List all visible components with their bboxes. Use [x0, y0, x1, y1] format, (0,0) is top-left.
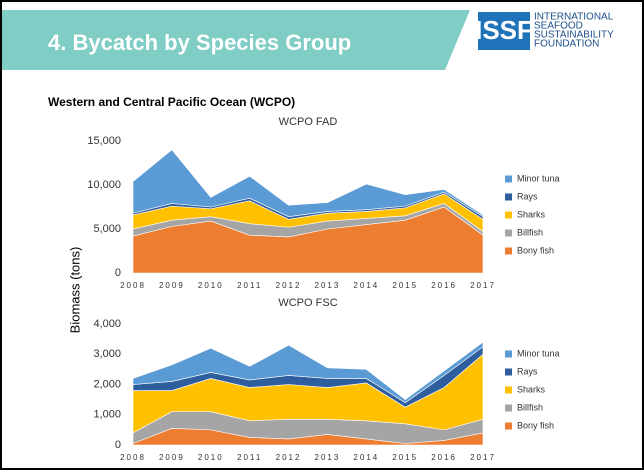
x-tick-label: 2013 [315, 453, 341, 462]
x-tick-label: 2010 [198, 281, 224, 290]
legend-swatch [505, 175, 512, 183]
x-tick-label: 2011 [237, 281, 262, 290]
legend-label: Bony fish [517, 245, 554, 255]
logo-line: FOUNDATION [534, 39, 599, 50]
logo-mark: ISSF [475, 15, 533, 45]
y-tick-label: 0 [115, 439, 121, 451]
legend-swatch [505, 247, 512, 255]
x-tick-label: 2011 [237, 453, 262, 462]
x-tick-label: 2010 [198, 453, 224, 462]
y-tick-label: 5,000 [93, 223, 121, 235]
subtitle: Western and Central Pacific Ocean (WCPO) [48, 95, 295, 109]
logo-line: SEAFOOD [534, 21, 583, 32]
logo-line: INTERNATIONAL [534, 12, 614, 23]
x-tick-label: 2016 [431, 453, 457, 462]
legend-label: Bony fish [517, 420, 554, 430]
header-band [2, 10, 470, 70]
x-tick-label: 2013 [315, 281, 341, 290]
x-tick-label: 2016 [431, 281, 457, 290]
y-tick-label: 15,000 [87, 135, 121, 147]
x-tick-label: 2014 [353, 281, 379, 290]
chart-title: WCPO FAD [279, 116, 338, 128]
logo-line: SUSTAINABILITY [534, 30, 614, 41]
chart-title: WCPO FSC [278, 297, 337, 309]
legend-swatch [505, 368, 512, 376]
area [132, 149, 484, 218]
x-tick-label: 2017 [470, 453, 496, 462]
y-tick-label: 2,000 [93, 378, 121, 390]
logo-box [478, 12, 530, 50]
x-tick-label: 2015 [392, 281, 418, 290]
y-tick-label: 4,000 [93, 318, 121, 330]
x-tick-label: 2017 [470, 281, 496, 290]
x-tick-label: 2008 [120, 281, 146, 290]
x-tick-label: 2012 [276, 453, 302, 462]
y-tick-label: 10,000 [87, 179, 121, 191]
legend-swatch [505, 350, 512, 358]
legend-swatch [505, 193, 512, 201]
x-tick-label: 2009 [159, 453, 185, 462]
legend-label: Billfish [517, 227, 543, 237]
x-tick-label: 2009 [159, 281, 185, 290]
legend-swatch [505, 229, 512, 237]
x-tick-label: 2008 [120, 453, 146, 462]
y-axis-label: Biomass (tons) [67, 247, 82, 334]
legend-label: Minor tuna [517, 173, 560, 183]
y-tick-label: 1,000 [93, 409, 121, 421]
legend-swatch [505, 211, 512, 219]
area [132, 341, 484, 404]
slide-title: 4. Bycatch by Species Group [48, 30, 351, 55]
legend-swatch [505, 404, 512, 412]
legend-label: Sharks [517, 384, 546, 394]
legend-label: Rays [517, 191, 538, 201]
legend-swatch [505, 386, 512, 394]
x-tick-label: 2015 [392, 453, 418, 462]
y-tick-label: 0 [115, 267, 121, 279]
y-tick-label: 3,000 [93, 348, 121, 360]
x-tick-label: 2014 [353, 453, 379, 462]
legend-label: Billfish [517, 402, 543, 412]
legend-label: Minor tuna [517, 348, 560, 358]
legend-swatch [505, 422, 512, 430]
legend-label: Rays [517, 366, 538, 376]
x-tick-label: 2012 [276, 281, 302, 290]
legend-label: Sharks [517, 209, 546, 219]
